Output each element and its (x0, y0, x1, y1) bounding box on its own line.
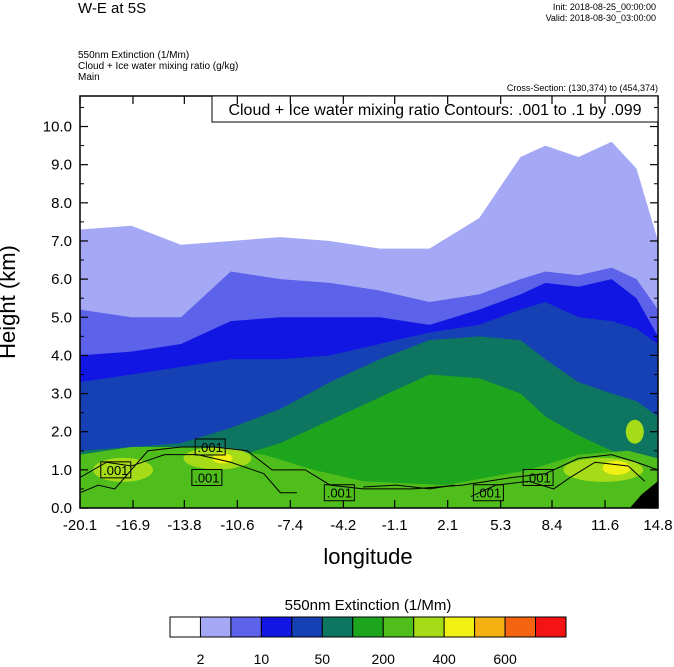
colorbar-swatch (169, 616, 201, 638)
contour-label: .001 (525, 470, 550, 485)
colorbar-tick-labels: 2 10 50 200 400 600 (197, 651, 517, 667)
colorbar-swatch (474, 616, 506, 638)
y-tick-label: 8.0 (51, 195, 72, 212)
contour-label-box (194, 438, 226, 456)
y-tick-label: 1.0 (51, 462, 72, 479)
y-tick-label: 7.0 (51, 233, 72, 250)
colorbar-swatch (504, 616, 537, 638)
x-tick-label: 2.1 (437, 517, 458, 534)
contour-label-box (522, 468, 554, 486)
field-label-main: Main (78, 72, 100, 83)
y-tick-label: 6.0 (51, 271, 72, 288)
x-axis-label: longitude (323, 544, 412, 569)
colorbar-tick-label: 200 (372, 651, 396, 667)
x-tick-label: 14.8 (643, 517, 672, 534)
y-tick-label: 9.0 (51, 157, 72, 174)
x-tick-label: -16.9 (116, 517, 150, 534)
contour-legend-text: Cloud + Ice water mixing ratio Contours:… (228, 102, 641, 119)
terrain (629, 481, 658, 508)
contour-label: .001 (194, 470, 219, 485)
y-tick-label: 2.0 (51, 424, 72, 441)
contour-line-mid (363, 484, 455, 490)
aerosol-peak-west (212, 453, 233, 464)
colorbar-swatch (443, 616, 476, 638)
x-axis: -20.1 -16.9 -13.8 -10.6 -7.4 -4.2 -1.1 2.1 5.3 8.… (63, 96, 673, 534)
contour-label: .001 (327, 486, 352, 501)
x-tick-label: -13.8 (167, 517, 201, 534)
colorbar (169, 616, 567, 638)
x-tick-label: -10.6 (220, 517, 254, 534)
colorbar-tick-label: 2 (197, 651, 205, 667)
contour-label: .001 (476, 486, 501, 501)
extinction-field (80, 96, 658, 508)
y-axis: 0.0 1.0 2.0 3.0 4.0 5.0 6.0 7.0 8.0 9.0 10.0 (43, 106, 658, 517)
colorbar-swatch (199, 616, 232, 638)
colorbar-swatch (260, 616, 293, 638)
init-time: Init: 2018-08-25_00:00:00 (552, 2, 656, 12)
contour-label-box (100, 461, 132, 479)
colorbar-swatch (413, 616, 445, 638)
y-tick-label: 5.0 (51, 309, 72, 326)
colorbar-tick-label: 10 (254, 651, 270, 667)
x-tick-label: -1.1 (382, 517, 408, 534)
aerosol-plume-east (625, 419, 644, 444)
x-tick-label: -7.4 (277, 517, 303, 534)
contour-label: .001 (198, 440, 223, 455)
x-tick-label: -20.1 (63, 517, 97, 534)
x-tick-label: 11.6 (591, 517, 619, 534)
contour-legend: Cloud + Ice water mixing ratio Contours:… (211, 95, 659, 123)
contour-label: .001 (103, 463, 128, 478)
x-tick-label: -4.2 (330, 517, 356, 534)
aerosol-peak-east (602, 460, 631, 475)
colorbar-tick-label: 600 (493, 651, 517, 667)
contour-label-box (191, 468, 223, 486)
y-axis-label: Height (km) (0, 245, 20, 359)
contour-label-box (472, 484, 504, 502)
contour-labels: .001 .001 .001 .001 .001 .001 (100, 438, 554, 502)
y-tick-label: 0.0 (51, 500, 72, 517)
colorbar-swatch (230, 616, 262, 638)
x-tick-label: 5.3 (490, 517, 511, 534)
y-tick-label: 3.0 (51, 386, 72, 403)
field-label-extinction: 550nm Extinction (1/Mm) (78, 50, 190, 61)
colorbar-tick-label: 400 (432, 651, 456, 667)
colorbar-swatch (535, 616, 567, 638)
colorbar-swatch (352, 616, 384, 638)
colorbar-swatch (382, 616, 415, 638)
plot-title: W-E at 5S (78, 0, 147, 17)
colorbar-swatch (321, 616, 354, 638)
contour-label-box (323, 484, 355, 502)
colorbar-title: 550nm Extinction (1/Mm) (285, 597, 452, 614)
y-tick-label: 10.0 (43, 119, 72, 136)
colorbar-swatch (291, 616, 323, 638)
cross-section-label: Cross-Section: (130,374) to (454,374) (506, 83, 658, 93)
x-tick-label: 8.4 (542, 517, 563, 534)
field-label-mixing-ratio: Cloud + Ice water mixing ratio (g/kg) (78, 61, 239, 72)
y-tick-label: 4.0 (51, 347, 72, 364)
valid-time: Valid: 2018-08-30_03:00:00 (545, 13, 656, 23)
colorbar-tick-label: 50 (315, 651, 331, 667)
